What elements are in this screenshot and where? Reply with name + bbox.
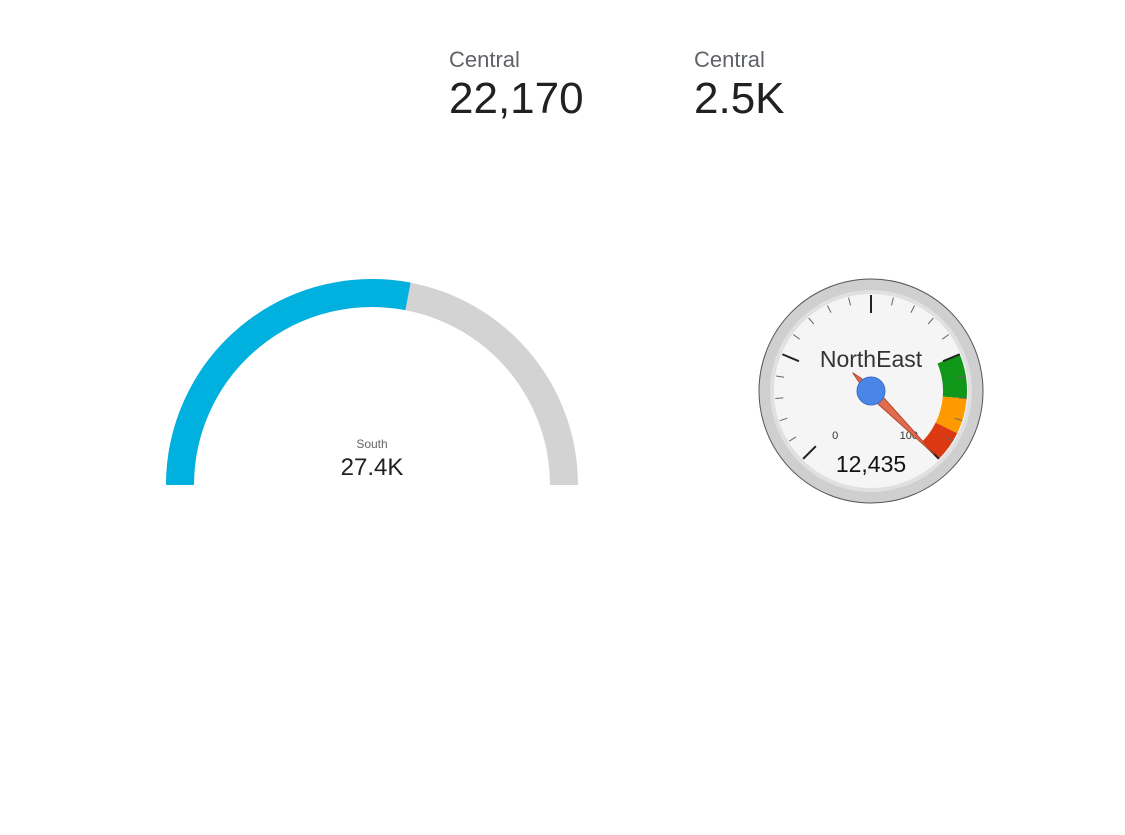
dial-hub (856, 376, 886, 406)
dial-major-tick (802, 445, 817, 460)
scorecard-label: Central (694, 47, 765, 72)
dial-minor-tick (954, 417, 963, 422)
scorecard-label: Central (449, 47, 520, 72)
semi-gauge: South 27.4K (166, 279, 578, 486)
dial-minor-tick (941, 334, 949, 340)
dial-minor-tick (793, 334, 801, 340)
dial-minor-tick (910, 305, 916, 313)
dial-band-0 (937, 354, 968, 399)
dial-minor-tick (788, 436, 797, 442)
scorecard-central-total: Central 22,170 (449, 49, 584, 121)
dial-gauge: NorthEast 0 100 12,435 (758, 278, 984, 504)
scorecard-value: 2.5K (694, 74, 785, 123)
dial-minor-tick (776, 375, 785, 378)
dial-minor-tick (779, 417, 788, 422)
dial-minor-tick (927, 317, 934, 325)
dial-value: 12,435 (836, 451, 906, 477)
semi-gauge-value: 27.4K (341, 454, 404, 481)
dial-title: NorthEast (820, 346, 923, 372)
dial-minor-tick (808, 317, 815, 325)
dial-minor-tick (957, 375, 966, 378)
scorecard-value: 22,170 (449, 74, 584, 123)
scorecard-central-compact: Central 2.5K (694, 49, 785, 121)
dial-major-tick (942, 353, 961, 363)
dial-band-1 (935, 396, 967, 434)
dial-minor-tick (945, 436, 954, 442)
semi-gauge-fill (166, 279, 411, 486)
dial-minor-tick (958, 397, 967, 400)
semi-gauge-label: South (356, 437, 387, 451)
dial-major-tick (781, 353, 800, 363)
dial-minor-tick (848, 297, 851, 306)
dial-min-label: 0 (832, 430, 838, 442)
dial-minor-tick (891, 297, 894, 306)
dial-minor-tick (826, 305, 832, 313)
dial-minor-tick (775, 397, 784, 400)
